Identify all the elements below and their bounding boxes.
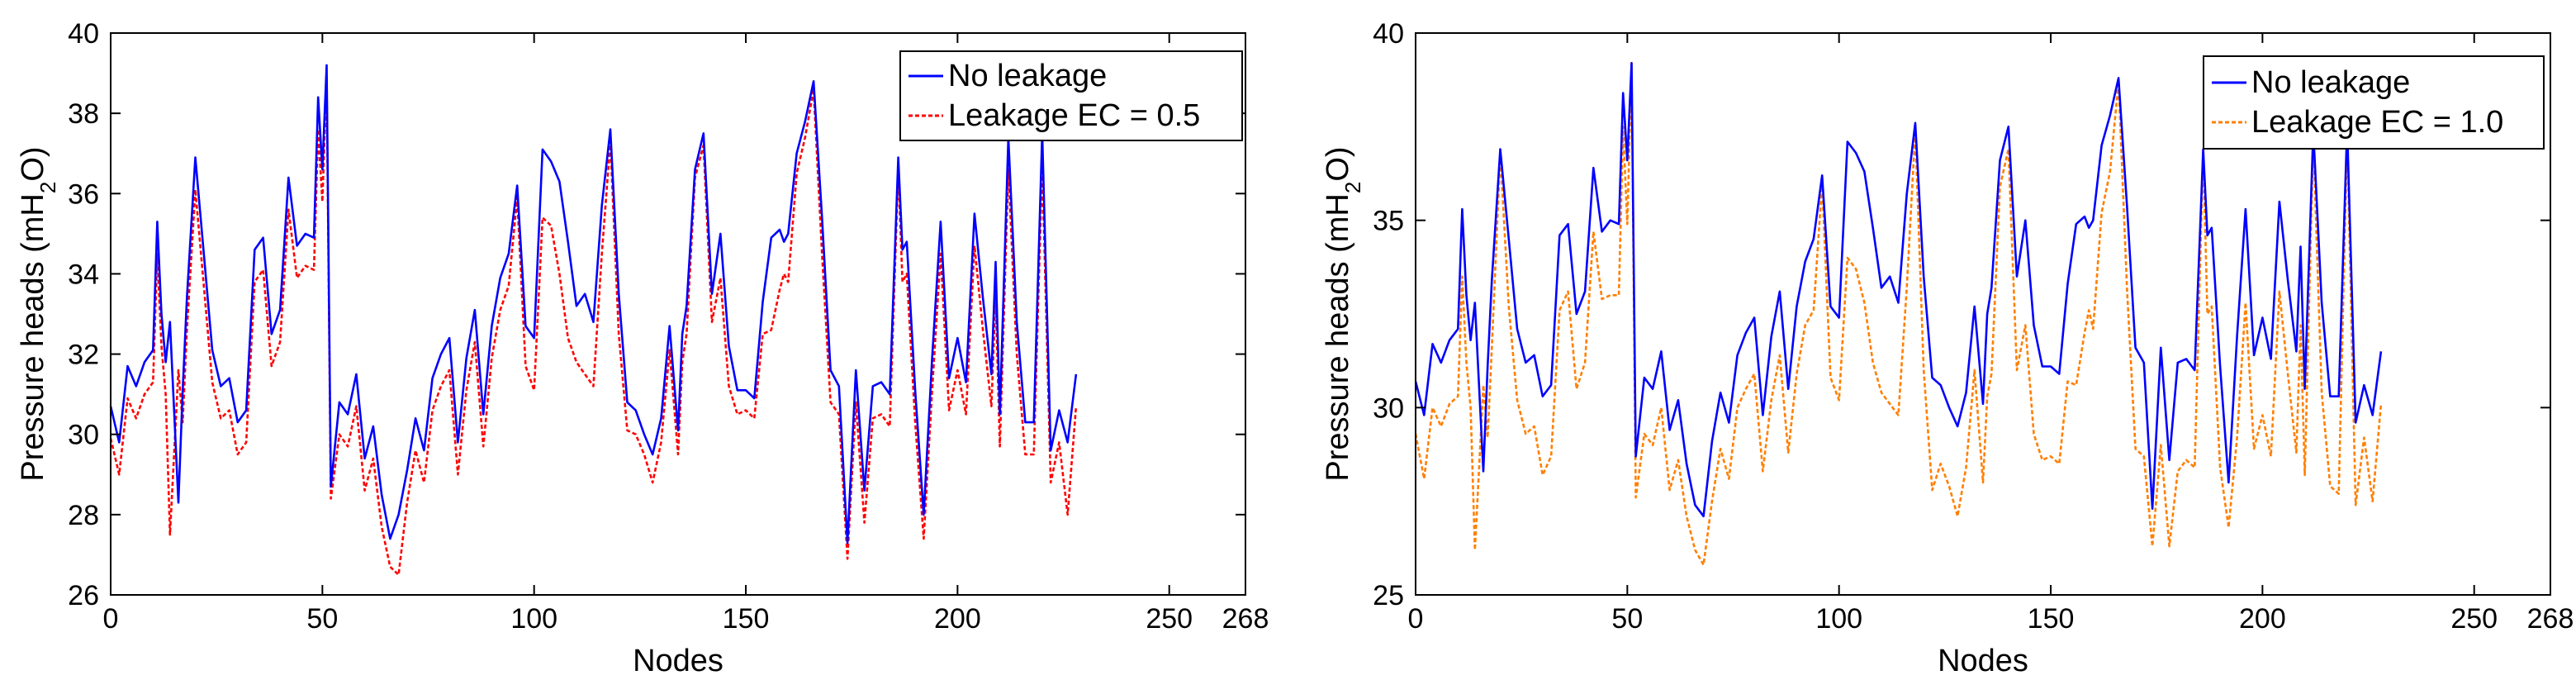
chart-left-series-leakage-line — [109, 76, 1078, 577]
chart-left-y-tick-label: 28 — [68, 500, 99, 531]
chart-left-y-tick-label: 38 — [68, 98, 99, 130]
chart-left-x-tick-label: 100 — [510, 603, 557, 635]
chart-right-y-axis-title: Pressure heads (mH2O) — [1321, 146, 1365, 481]
chart-right-frame — [1415, 32, 2551, 596]
chart-right: 0 50 100 150 200 250 268 25 30 35 40 Nodes Pressur… — [1321, 18, 2574, 678]
chart-right-y-tick-label: 30 — [1373, 392, 1404, 424]
chart-left-series — [109, 64, 1078, 577]
chart-left-legend-box — [899, 50, 1243, 141]
chart-left-y-tick-label: 30 — [68, 420, 99, 451]
chart-right-y-axis-title-tail: O) — [1321, 146, 1355, 181]
chart-right-series-leakage-line — [1414, 62, 2383, 567]
chart-right-y-axis-title-main: Pressure heads (mH — [1321, 193, 1355, 481]
chart-left-x-tick-label: 0 — [103, 603, 119, 635]
chart-right-x-tick-label: 100 — [1815, 603, 1862, 635]
chart-right-x-tick-label: 200 — [2239, 603, 2286, 635]
chart-right-series-no-leakage-line — [1414, 62, 2383, 518]
chart-left-y-tick-label: 34 — [68, 259, 99, 290]
chart-right-y-tick-label: 35 — [1373, 206, 1404, 237]
chart-left-series-no-leakage-line — [109, 64, 1078, 544]
chart-left: 0 50 100 150 200 250 268 26 28 30 32 34 36 38 40 Nodes… — [16, 18, 1269, 678]
chart-right-x-axis-title: Nodes — [1938, 644, 2028, 678]
chart-right-series — [1414, 62, 2383, 567]
chart-left-x-tick-label: 200 — [934, 603, 981, 635]
chart-right-x-tick-label: 0 — [1408, 603, 1424, 635]
chart-left-x-tick-label: 268 — [1222, 603, 1269, 635]
chart-right-legend-label-leakage: Leakage EC = 1.0 — [2251, 105, 2503, 140]
chart-right-x-tick-label: 50 — [1611, 603, 1643, 635]
chart-left-x-axis-title: Nodes — [633, 644, 723, 678]
chart-left-legend: No leakage Leakage EC = 0.5 — [899, 50, 1243, 141]
chart-left-y-axis-title-main: Pressure heads (mH — [16, 193, 50, 481]
chart-right-x-tick-label: 268 — [2527, 603, 2574, 635]
chart-left-ticks: 0 50 100 150 200 250 268 26 28 30 32 34 36 38 40 — [68, 18, 1269, 635]
chart-right-y-tick-label: 40 — [1373, 18, 1404, 50]
chart-right-ticks: 0 50 100 150 200 250 268 25 30 35 40 — [1373, 18, 2574, 635]
chart-left-x-tick-label: 250 — [1146, 603, 1193, 635]
chart-left-y-axis-title-tail: O) — [16, 146, 50, 181]
chart-left-y-axis-title: Pressure heads (mH2O) — [16, 146, 60, 481]
chart-left-x-tick-label: 50 — [306, 603, 338, 635]
chart-right-x-tick-label: 250 — [2450, 603, 2498, 635]
chart-left-frame — [110, 32, 1246, 596]
chart-left-legend-label-leakage: Leakage EC = 0.5 — [948, 98, 1200, 133]
chart-left-y-tick-label: 32 — [68, 340, 99, 371]
chart-right-x-tick-label: 150 — [2028, 603, 2075, 635]
chart-left-y-tick-label: 26 — [68, 580, 99, 611]
chart-right-y-axis-title-sub: 2 — [1340, 182, 1365, 193]
chart-left-y-axis-title-sub: 2 — [36, 182, 60, 193]
chart-right-legend-box — [2203, 55, 2545, 150]
chart-right-legend-label-no-leakage: No leakage — [2251, 65, 2410, 100]
chart-left-y-tick-label: 36 — [68, 178, 99, 210]
chart-left-y-tick-label: 40 — [68, 18, 99, 50]
chart-right-y-tick-label: 25 — [1373, 580, 1404, 611]
chart-left-legend-label-no-leakage: No leakage — [948, 59, 1107, 93]
chart-left-x-tick-label: 150 — [723, 603, 770, 635]
chart-right-legend: No leakage Leakage EC = 1.0 — [2203, 55, 2545, 150]
